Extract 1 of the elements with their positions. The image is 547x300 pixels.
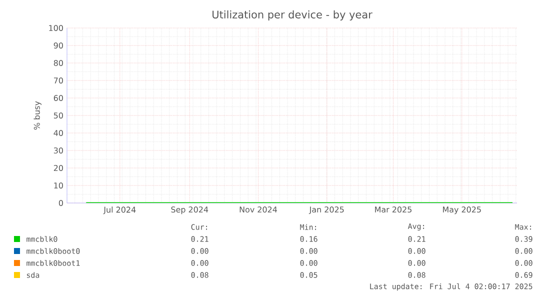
chart-title: Utilization per device - by year: [212, 10, 372, 20]
